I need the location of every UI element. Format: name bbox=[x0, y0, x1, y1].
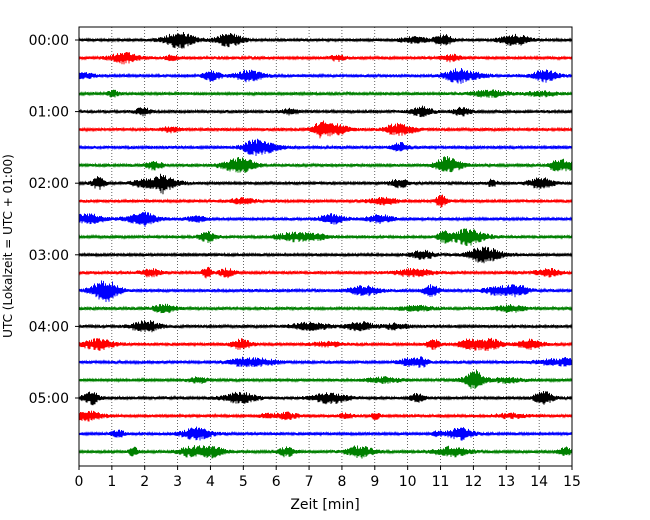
seismogram-trace bbox=[78, 89, 573, 98]
seismogram-trace bbox=[78, 426, 573, 441]
x-tick-label: 11 bbox=[432, 474, 450, 490]
seismogram-trace bbox=[78, 211, 573, 227]
seismogram-trace bbox=[78, 266, 573, 279]
seismogram-trace bbox=[78, 280, 573, 303]
seismogram-trace bbox=[78, 138, 573, 156]
seismogram-trace bbox=[78, 303, 573, 314]
x-tick-label: 7 bbox=[305, 474, 314, 490]
seismogram-trace bbox=[78, 51, 573, 65]
seismogram-trace bbox=[78, 67, 573, 84]
seismogram-trace bbox=[78, 156, 573, 174]
y-tick-label: 04:00 bbox=[29, 319, 69, 335]
seismogram-trace bbox=[78, 391, 573, 406]
x-tick-label: 5 bbox=[239, 474, 248, 490]
y-axis-ticks: 00:00 01:00 02:00 03:00 04:00 05:00 bbox=[29, 33, 79, 407]
seismogram-trace bbox=[78, 228, 573, 247]
seismogram-trace bbox=[78, 369, 573, 389]
y-axis-label: UTC (Lokalzeit = UTC + 01:00) bbox=[1, 154, 15, 338]
x-tick-label: 15 bbox=[563, 474, 581, 490]
y-tick-label: 00:00 bbox=[29, 33, 69, 49]
x-tick-label: 4 bbox=[206, 474, 215, 490]
seismogram-trace bbox=[78, 410, 573, 422]
plot-frame bbox=[78, 26, 573, 467]
seismogram-trace bbox=[78, 356, 573, 368]
x-tick-label: 13 bbox=[497, 474, 515, 490]
seismogram-trace bbox=[78, 246, 573, 264]
seismogram-trace bbox=[78, 320, 573, 333]
x-tick-label: 12 bbox=[464, 474, 482, 490]
x-axis-label: Zeit [min] bbox=[290, 497, 359, 513]
x-tick-label: 2 bbox=[140, 474, 149, 490]
seismogram-trace bbox=[78, 445, 573, 459]
grid-lines bbox=[111, 27, 540, 466]
seismogram-traces bbox=[78, 31, 573, 459]
y-tick-label: 01:00 bbox=[29, 105, 69, 121]
y-tick-label: 05:00 bbox=[29, 391, 69, 407]
y-tick-label: 03:00 bbox=[29, 248, 69, 264]
x-tick-label: 1 bbox=[107, 474, 116, 490]
seismogram-trace bbox=[78, 194, 573, 208]
x-tick-label: 9 bbox=[370, 474, 379, 490]
seismogram-trace bbox=[78, 173, 573, 195]
x-axis-ticks: 0 1 2 3 4 5 6 7 8 9 10 11 12 13 14 15 bbox=[75, 466, 581, 490]
seismogram-trace bbox=[78, 31, 573, 49]
x-tick-label: 14 bbox=[530, 474, 548, 490]
x-tick-label: 0 bbox=[75, 474, 84, 490]
x-tick-label: 3 bbox=[173, 474, 182, 490]
seismogram-trace bbox=[78, 105, 573, 118]
y-tick-label: 02:00 bbox=[29, 176, 69, 192]
x-tick-label: 6 bbox=[272, 474, 281, 490]
x-tick-label: 8 bbox=[337, 474, 346, 490]
seismogram-trace bbox=[78, 337, 573, 351]
seismogram-trace bbox=[78, 120, 573, 139]
x-tick-label: 10 bbox=[399, 474, 417, 490]
